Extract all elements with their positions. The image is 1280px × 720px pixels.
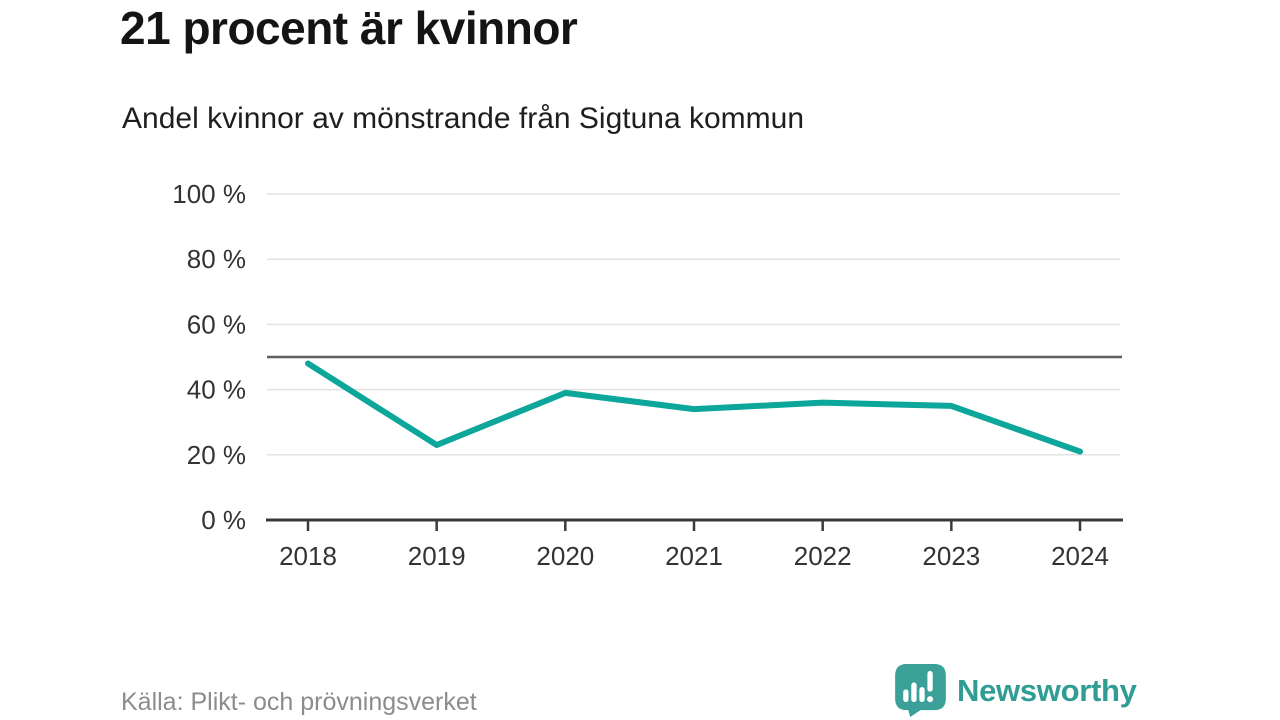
y-axis-label: 0 % <box>201 505 246 535</box>
x-axis-label: 2018 <box>279 541 337 571</box>
logo-exclamation-dot <box>927 696 934 703</box>
y-axis-label: 20 % <box>187 440 246 470</box>
chart-subtitle: Andel kvinnor av mönstrande från Sigtuna… <box>122 102 805 135</box>
x-axis-label: 2023 <box>922 541 980 571</box>
chart-title: 21 procent är kvinnor <box>120 2 578 54</box>
logo-bar-3 <box>919 687 925 703</box>
y-axis-label: 100 % <box>172 179 246 209</box>
y-axis-label: 40 % <box>187 375 246 405</box>
logo-exclamation-bar <box>927 670 933 692</box>
x-axis-label: 2024 <box>1051 541 1109 571</box>
logo-bar-1 <box>903 689 909 703</box>
logo-bar-2 <box>911 682 917 703</box>
newsworthy-logo: Newsworthy <box>895 664 1137 717</box>
x-axis-label: 2019 <box>408 541 466 571</box>
x-axis-label: 2022 <box>794 541 852 571</box>
newsworthy-logo-icon <box>895 664 946 717</box>
y-axis-label: 80 % <box>187 244 246 274</box>
x-axis-label: 2021 <box>665 541 723 571</box>
newsworthy-logo-text: Newsworthy <box>957 672 1137 708</box>
source-note: Källa: Plikt- och prövningsverket <box>121 688 477 716</box>
data-line <box>305 360 1083 455</box>
x-axis-label: 2020 <box>536 541 594 571</box>
y-axis-label: 60 % <box>187 309 246 339</box>
